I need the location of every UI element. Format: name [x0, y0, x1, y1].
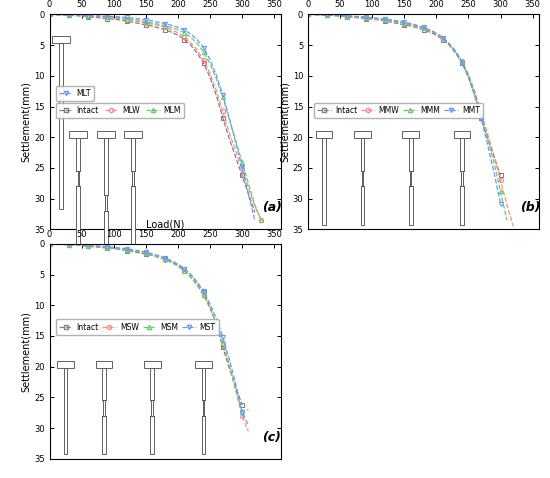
Bar [131, 139, 135, 171]
Bar [151, 400, 153, 415]
Bar [64, 368, 68, 454]
Bar [409, 186, 412, 225]
Bar [78, 171, 79, 186]
Bar [362, 171, 364, 186]
Bar [361, 186, 365, 225]
Bar [322, 139, 326, 225]
Bar [203, 400, 204, 415]
Bar [150, 368, 154, 400]
Bar [316, 131, 332, 139]
Bar [409, 139, 412, 171]
Bar [361, 139, 365, 171]
Bar [103, 400, 105, 415]
Bar [52, 36, 70, 43]
Bar [132, 171, 134, 186]
Bar [131, 186, 135, 304]
Bar [104, 139, 108, 196]
Legend: Intact, MSW, MSM, MST: Intact, MSW, MSM, MST [56, 319, 218, 335]
Bar [410, 171, 411, 186]
Bar [124, 131, 142, 139]
Bar [102, 415, 106, 454]
Bar [69, 131, 87, 139]
Bar [460, 186, 464, 225]
Bar [97, 131, 115, 139]
Text: (a): (a) [262, 201, 282, 214]
Bar [195, 360, 212, 368]
Bar [354, 131, 371, 139]
Legend: Intact, MLW, MLM: Intact, MLW, MLM [56, 103, 184, 118]
Bar [96, 360, 112, 368]
Bar [460, 139, 464, 171]
X-axis label: Load(N): Load(N) [146, 219, 184, 229]
Bar [150, 415, 154, 454]
Bar [105, 196, 107, 211]
Bar [59, 43, 63, 209]
Bar [102, 368, 106, 400]
Bar [202, 415, 206, 454]
Y-axis label: Settlement(mm): Settlement(mm) [21, 81, 31, 163]
Text: (c): (c) [262, 431, 281, 444]
Bar [461, 171, 463, 186]
Y-axis label: Settlement(mm): Settlement(mm) [21, 311, 31, 392]
Bar [403, 131, 419, 139]
Text: (b): (b) [520, 201, 541, 214]
Legend: Intact, MMW, MMM, MMT: Intact, MMW, MMM, MMT [314, 103, 483, 118]
Bar [76, 139, 80, 171]
Y-axis label: Settlement(mm): Settlement(mm) [280, 81, 290, 163]
Bar [454, 131, 470, 139]
Bar [76, 186, 80, 304]
Bar [144, 360, 161, 368]
Bar [57, 360, 74, 368]
Bar [104, 211, 108, 304]
Bar [202, 368, 206, 400]
